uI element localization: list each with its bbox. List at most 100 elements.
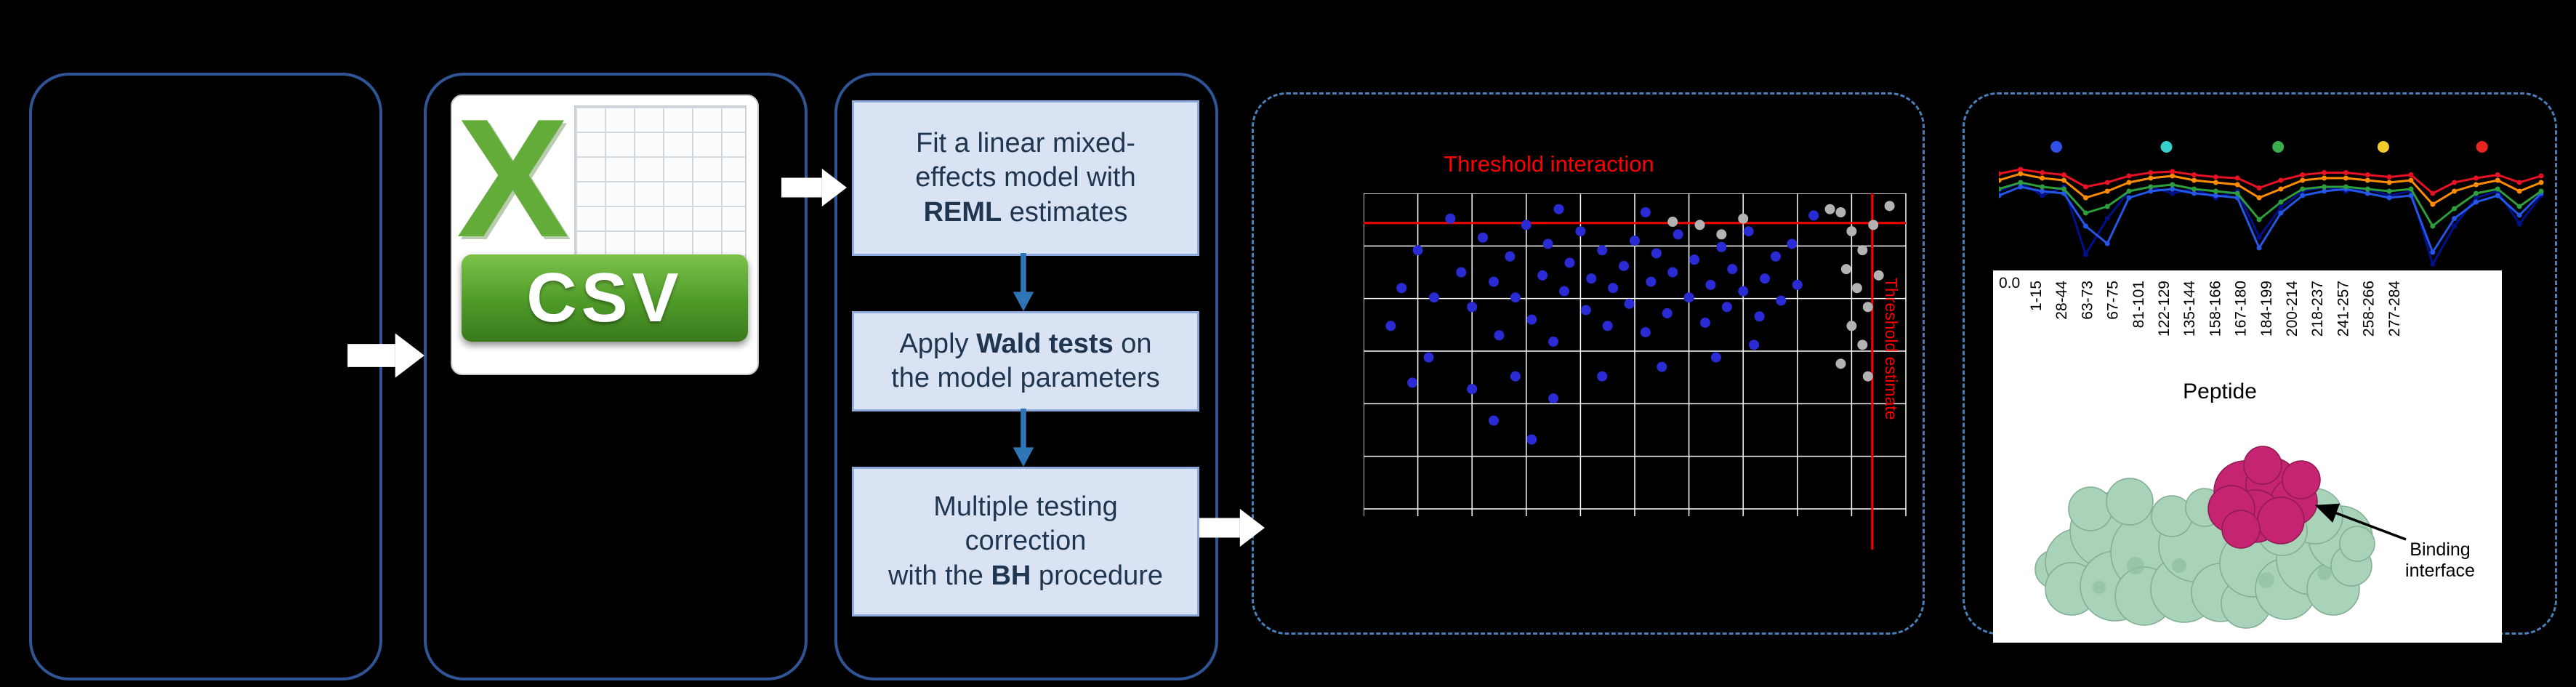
- profile-marker: [2040, 188, 2045, 194]
- protein-structure: [2034, 446, 2375, 629]
- profile-marker: [2040, 175, 2045, 181]
- profile-marker: [2213, 193, 2218, 198]
- profile-marker: [2408, 193, 2414, 198]
- excel-x-logo: X: [456, 84, 569, 273]
- profile-marker: [2516, 204, 2522, 209]
- scatter-point-blue: [1646, 276, 1657, 287]
- profile-marker: [2474, 175, 2479, 181]
- profile-marker: [2430, 223, 2436, 229]
- scatter-point-gray: [1846, 226, 1857, 237]
- peptide-tick-label: 277-284: [2386, 281, 2403, 337]
- arrow-body: [1021, 253, 1026, 294]
- profile-marker: [2191, 177, 2197, 183]
- scatter-point-blue: [1608, 283, 1619, 294]
- profile-marker: [2278, 210, 2284, 216]
- scatter-point-gray: [1862, 302, 1873, 313]
- profile-marker: [2256, 195, 2262, 201]
- profile-marker: [2234, 182, 2240, 188]
- arrow-body: [347, 344, 395, 367]
- peptide-tick-label: 1-15: [2028, 281, 2045, 311]
- profile-marker: [2148, 188, 2154, 194]
- profile-marker: [2516, 212, 2522, 218]
- profile-marker: [2040, 170, 2045, 175]
- profile-marker: [2061, 186, 2066, 192]
- scatter-point-blue: [1537, 270, 1548, 281]
- step-reml: Fit a linear mixed-effects model with REM…: [852, 100, 1199, 256]
- profile-marker: [2300, 186, 2306, 192]
- scatter-point-blue: [1489, 415, 1500, 426]
- profile-marker: [1999, 171, 2002, 177]
- profile-marker: [2040, 184, 2045, 190]
- profile-marker: [2474, 195, 2479, 201]
- profile-marker: [2516, 221, 2522, 227]
- profile-marker: [2213, 174, 2218, 180]
- arrow-head: [1013, 292, 1034, 311]
- arrow-body: [1199, 518, 1240, 538]
- profile-marker: [2018, 184, 2024, 190]
- binding-interface-label: Binding interface: [2405, 539, 2475, 581]
- scatter-plot: [1364, 193, 1907, 550]
- arrow-head: [395, 333, 424, 378]
- profile-marker: [2256, 245, 2262, 251]
- profile-marker: [2516, 180, 2522, 185]
- scatter-point-gray: [1846, 321, 1857, 332]
- scatter-point-blue: [1705, 279, 1716, 290]
- scatter-point-gray: [1738, 213, 1749, 224]
- scatter-point-blue: [1640, 326, 1651, 337]
- profile-marker: [2082, 195, 2088, 201]
- profile-marker: [2538, 173, 2544, 179]
- scatter-point-gray: [1857, 340, 1868, 350]
- profile-marker: [2234, 190, 2240, 196]
- scatter-point-blue: [1640, 207, 1651, 218]
- scatter-point-blue: [1428, 292, 1439, 303]
- profile-marker: [2430, 190, 2436, 196]
- profile-marker: [2104, 241, 2110, 246]
- profile-marker: [2452, 188, 2458, 194]
- peptide-tick-label: 184-199: [2258, 281, 2275, 337]
- profile-marker: [2278, 199, 2284, 205]
- scatter-point-gray: [1884, 201, 1895, 212]
- profile-marker: [2538, 188, 2544, 194]
- profile-marker: [2430, 201, 2436, 207]
- profile-marker: [2018, 166, 2024, 172]
- scatter-point-blue: [1619, 260, 1630, 271]
- profile-marker: [2386, 188, 2392, 194]
- scatter-point-blue: [1526, 314, 1537, 325]
- scatter-point-blue: [1770, 251, 1781, 262]
- profile-marker: [2126, 180, 2132, 185]
- scatter-point-blue: [1542, 238, 1553, 249]
- peptide-tick-label: 67-75: [2105, 281, 2122, 320]
- peptide-tick-label: 258-266: [2361, 281, 2378, 337]
- scatter-point-blue: [1494, 330, 1505, 341]
- scatter-point-blue: [1456, 267, 1467, 278]
- scatter-point-gray: [1862, 371, 1873, 382]
- profile-marker: [2278, 205, 2284, 210]
- peptide-tick-label: 218-237: [2309, 281, 2326, 337]
- profile-marker: [2170, 173, 2175, 179]
- scatter-point-blue: [1559, 286, 1570, 297]
- profile-marker: [2300, 193, 2306, 198]
- scatter-point-blue: [1553, 204, 1564, 214]
- legend-dot: [2377, 141, 2389, 153]
- profile-marker: [2364, 190, 2370, 196]
- scatter-point-blue: [1667, 267, 1678, 278]
- profile-marker: [2322, 188, 2327, 194]
- profile-marker: [2191, 172, 2197, 177]
- protein-surface-shading: [2093, 557, 2332, 594]
- profile-marker: [2104, 180, 2110, 185]
- profile-marker: [2082, 184, 2088, 190]
- scatter-point-blue: [1597, 245, 1608, 256]
- peptide-tick-label: 167-180: [2233, 281, 2250, 337]
- scatter-point-blue: [1630, 236, 1640, 246]
- profile-series: [1999, 168, 2542, 195]
- profile-marker: [2104, 188, 2110, 194]
- profile-marker: [2343, 184, 2348, 190]
- profile-marker: [2364, 177, 2370, 183]
- peptide-panel: 0.0 1-15 28-44 63-73 67-75 81-101 122-129 135-1…: [1993, 270, 2502, 643]
- csv-file-icon: X CSV: [451, 84, 759, 375]
- profile-marker: [2082, 252, 2088, 257]
- legend-dot: [2476, 141, 2488, 153]
- scatter-point-blue: [1792, 279, 1803, 290]
- scatter-point-blue: [1597, 371, 1608, 382]
